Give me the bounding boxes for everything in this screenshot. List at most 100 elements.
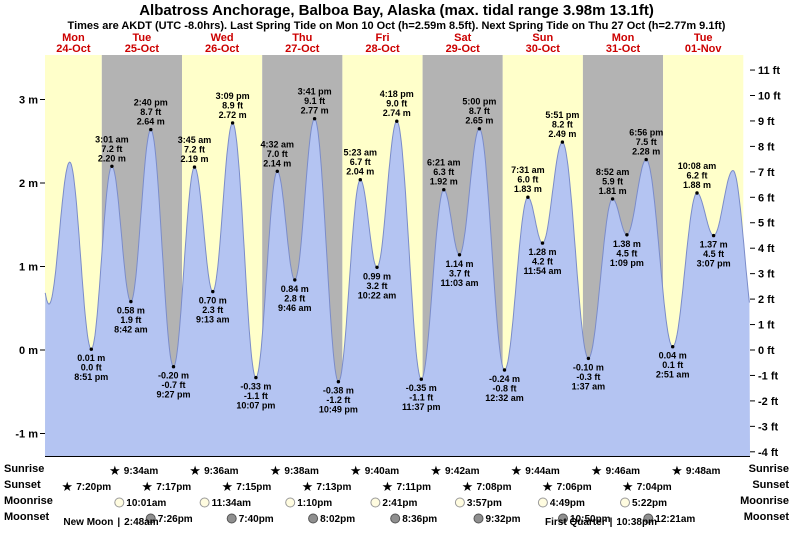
moonset-icon [226,513,237,524]
tide-extreme-dot [502,368,507,372]
sunset-icon: ★ [622,480,634,495]
tide-annotation-line: 4:32 am [261,139,295,149]
sunset-icon: ★ [141,480,153,495]
moonrise-time: 11:34am [212,498,252,509]
tide-extreme-dot [695,191,699,195]
tide-annotation-line: -0.7 ft [161,380,185,390]
tide-annotation-line: 12:32 am [485,393,524,403]
sunset-time: 7:11pm [397,482,432,493]
tide-annotation-line: -0.8 ft [492,384,516,394]
moonset-icon [558,513,568,524]
moonrise-icon [370,497,381,508]
tide-annotation-line: 6:56 pm [629,128,663,138]
tide-annotation-line: 2.3 ft [202,305,223,315]
tide-annotation-line: 8:51 pm [74,372,108,382]
tide-annotation-line: 2.74 m [383,108,411,118]
y-axis-label-m: 2 m [19,178,38,190]
tide-annotation-line: -0.10 m [573,362,604,372]
tide-annotation-line: 2.14 m [263,158,291,168]
sunrise-row-label-right: Sunrise [748,463,789,475]
tide-annotation-line: 2:51 am [656,370,690,380]
y-axis-label-ft: 10 ft [758,90,781,102]
sunrise-icon: ★ [510,464,522,479]
sunset-time: 7:08pm [477,482,512,493]
tide-annotation-line: 9.1 ft [304,96,325,106]
moonset-time: 8:36pm [402,514,437,525]
day-label-weekday: Sat [454,32,471,44]
moonset-icon [643,513,654,524]
tide-extreme-dot [671,345,675,349]
moonset-icon [390,513,401,524]
tide-annotation-line: 7:31 am [511,165,545,175]
page-title: Albatross Anchorage, Balboa Bay, Alaska … [139,2,654,19]
tide-annotation-line: -1.1 ft [244,391,268,401]
moonrise-icon [454,497,465,508]
sunrise-icon: ★ [189,464,201,479]
tide-extreme-dot [457,253,462,257]
moonset-icon [145,513,156,524]
tide-extreme-dot [526,195,530,199]
tide-annotation-line: 1.88 m [683,180,711,190]
tide-annotation-line: 6.2 ft [686,171,707,181]
tide-annotation-line: 0.0 ft [81,363,102,373]
tide-annotation-line: 3.2 ft [366,281,387,291]
tide-annotation-line: 10:08 am [678,161,717,171]
moonrise-row-label-left: Moonrise [4,495,53,507]
tide-extreme-dot [477,127,482,131]
tide-annotation-line: 7.0 ft [267,149,288,159]
day-label-date: 29-Oct [446,43,481,55]
sunset-row-label-left: Sunset [4,479,41,491]
tide-annotation-line: 0.99 m [363,271,391,281]
y-axis-label-ft: 8 ft [758,141,775,153]
sunset-time: 7:17pm [156,482,191,493]
tide-annotation-line: -0.38 m [323,386,354,396]
tide-extreme-dot [358,178,362,182]
y-axis-label-m: 3 m [19,95,38,107]
tide-annotation-line: 0.04 m [659,351,687,361]
tide-annotation-line: 1.38 m [613,239,641,249]
sunset-time: 7:15pm [236,482,271,493]
moonrise-time: 10:01am [126,498,166,509]
sunrise-time: 9:38am [284,466,319,477]
tide-annotation-line: 10:07 pm [236,401,275,411]
sunrise-icon: ★ [350,464,362,479]
tide-annotation-line: 3:09 pm [216,91,250,101]
tide-extreme-dot [586,356,591,361]
tide-annotation-line: 7.2 ft [101,144,122,154]
tide-annotation-line: 1.37 m [700,240,728,250]
tide-extreme-dot [211,289,215,294]
moonrise-time: 1:10pm [297,498,332,509]
tide-annotation-line: -1.2 ft [326,395,350,405]
y-axis-label-ft: 7 ft [758,167,775,179]
tide-annotation-line: -0.3 ft [576,372,600,382]
moonset-time: 10:50pm [570,514,611,525]
sunrise-time: 9:42am [445,466,480,477]
tide-annotation-line: 2.20 m [98,153,126,163]
tide-extreme-dot [192,165,197,169]
tide-annotation-line: -1.1 ft [409,393,433,403]
tide-extreme-dot [540,241,545,245]
moonset-time: 12:21am [655,514,695,525]
y-axis-label-ft: 2 ft [758,294,775,306]
tide-annotation-line: 4.2 ft [532,257,553,267]
tide-annotation-line: 5:00 pm [462,97,496,107]
tide-extreme-dot [625,233,629,237]
day-label-weekday: Tue [133,32,152,44]
sunrise-icon: ★ [109,464,121,479]
day-label-weekday: Fri [375,32,389,44]
y-axis-label-ft: 0 ft [758,345,775,357]
day-label-weekday: Thu [292,32,312,44]
tide-annotation-line: 2:40 pm [134,98,168,108]
tide-extreme-dot [610,197,615,201]
tide-annotation-line: 1.83 m [514,184,542,194]
tide-extreme-dot [560,140,565,144]
tide-annotation-line: 8:52 am [596,167,630,177]
tide-extreme-dot [419,377,423,381]
moonrise-time: 5:22pm [632,498,667,509]
tide-annotation-line: 1.14 m [445,259,473,269]
moonrise-icon [199,497,210,508]
moon-phase-name: New Moon [63,517,114,528]
day-label-date: 28-Oct [365,43,400,55]
tide-annotation-line: 1.81 m [599,186,627,196]
